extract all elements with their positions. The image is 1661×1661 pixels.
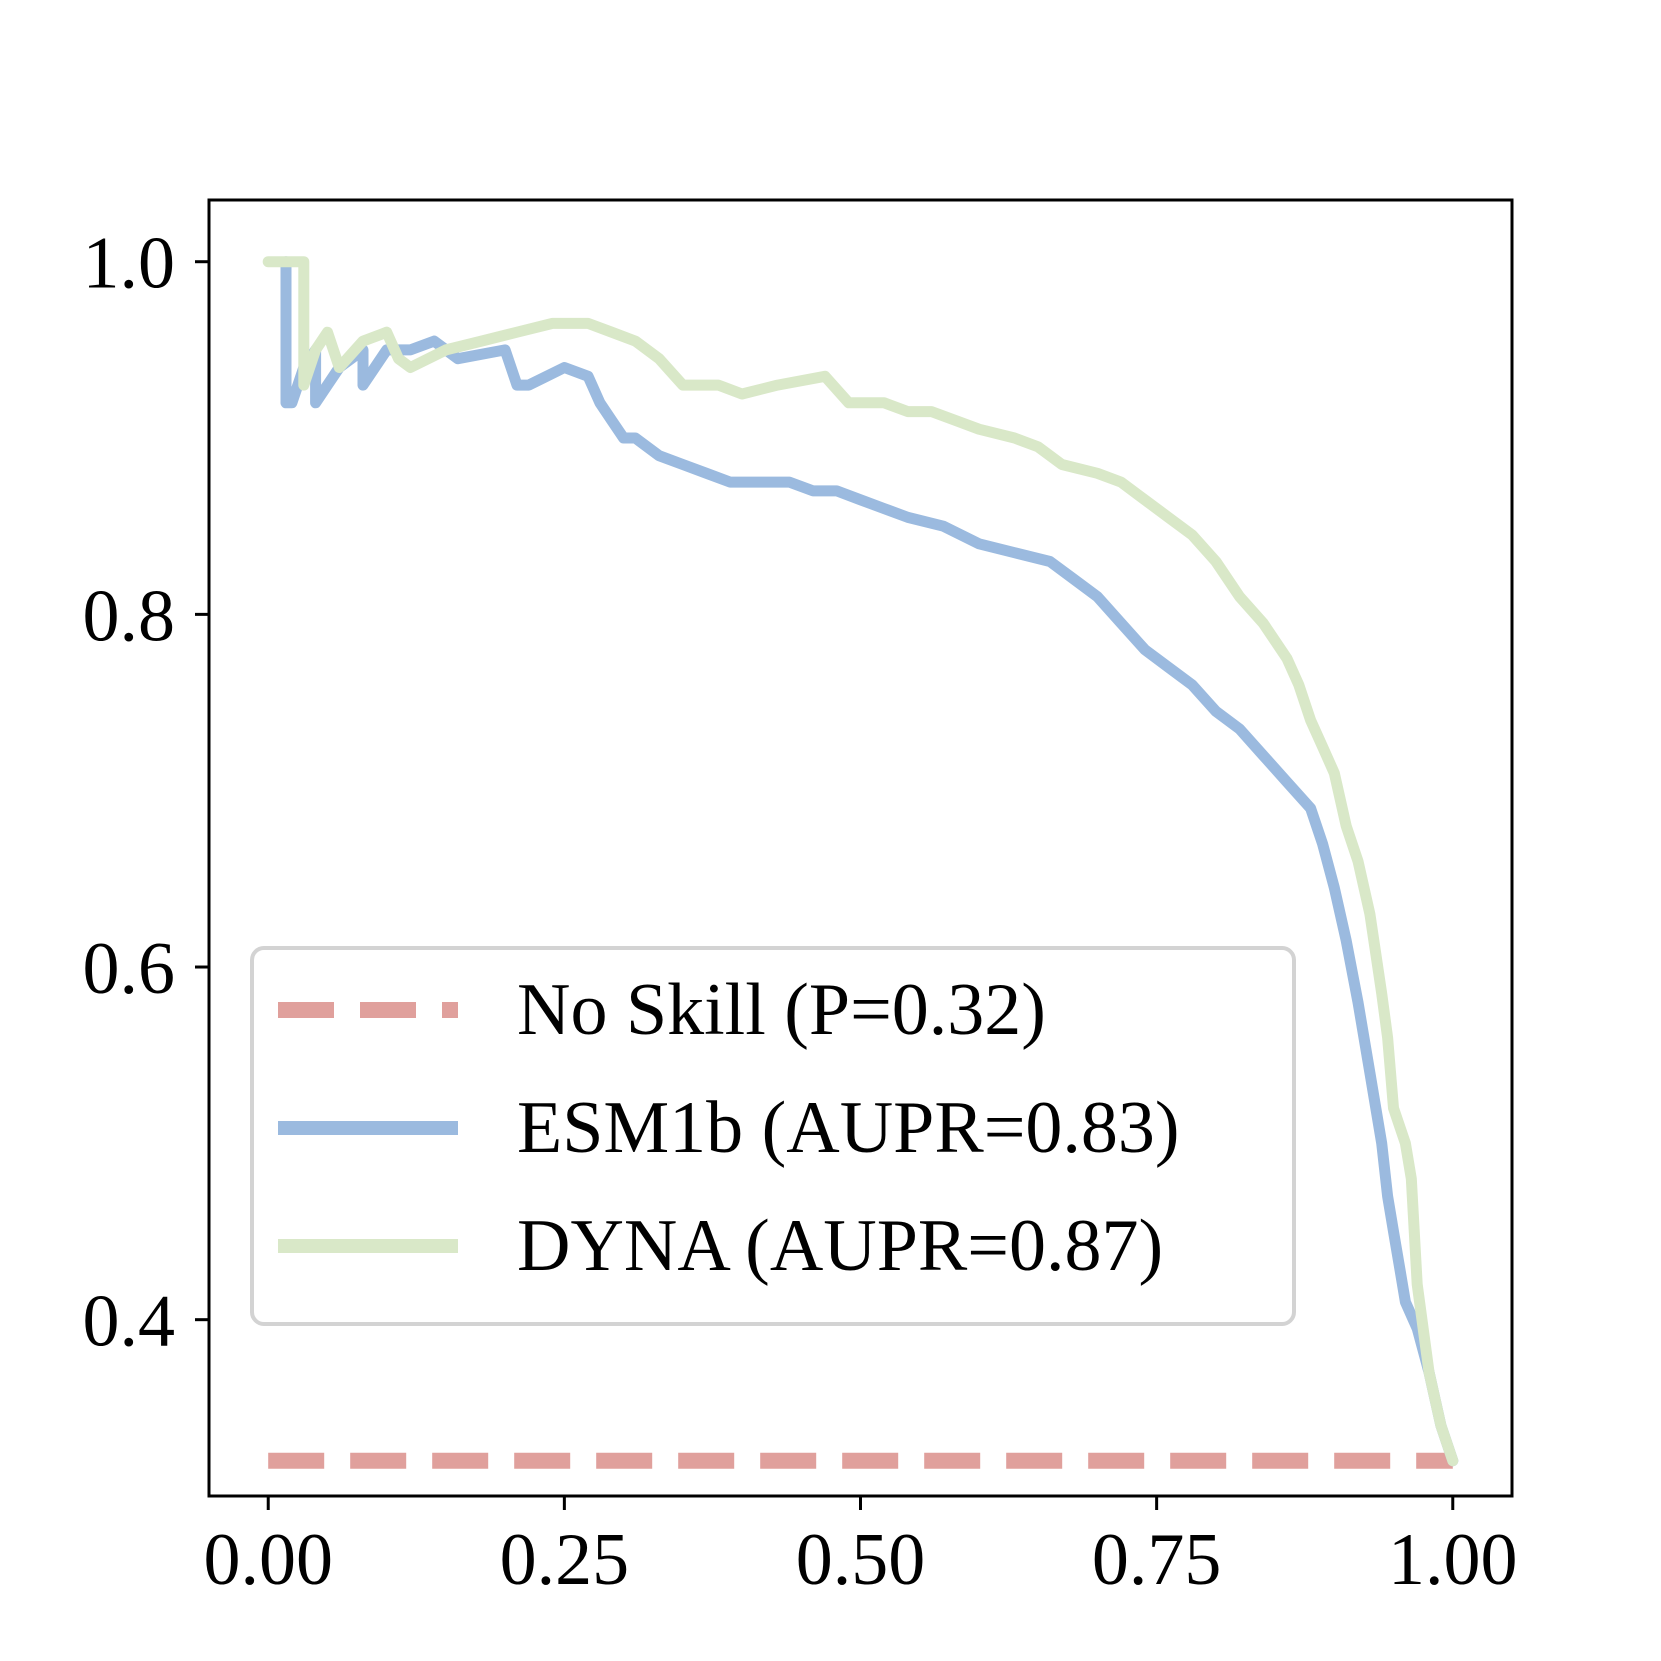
x-tick-label: 0.25	[500, 1519, 630, 1601]
legend-box	[250, 946, 1296, 1326]
legend: No Skill (P=0.32) ESM1b (AUPR=0.83) DYNA (…	[250, 946, 1296, 1326]
x-tick-label: 0.75	[1092, 1519, 1222, 1601]
series-line-2	[262, 256, 1459, 1467]
legend-label-1: ESM1b (AUPR=0.83)	[517, 1087, 1180, 1169]
y-tick-label: 0.8	[83, 575, 176, 657]
x-tick-label: 0.00	[203, 1519, 333, 1601]
legend-label-0: No Skill (P=0.32)	[517, 969, 1046, 1051]
series-layer	[262, 256, 1459, 1469]
legend-label-2: DYNA (AUPR=0.87)	[517, 1205, 1163, 1287]
x-tick-label: 1.00	[1388, 1519, 1518, 1601]
y-tick-label: 0.4	[83, 1281, 176, 1363]
y-tick-label: 1.0	[83, 223, 176, 305]
y-tick-label: 0.6	[83, 928, 176, 1010]
x-tick-label: 0.50	[796, 1519, 926, 1601]
axes-layer: 0.00 0.25 0.50 0.75 1.00 0.4 0.6 0.8 1.0	[83, 223, 1518, 1601]
